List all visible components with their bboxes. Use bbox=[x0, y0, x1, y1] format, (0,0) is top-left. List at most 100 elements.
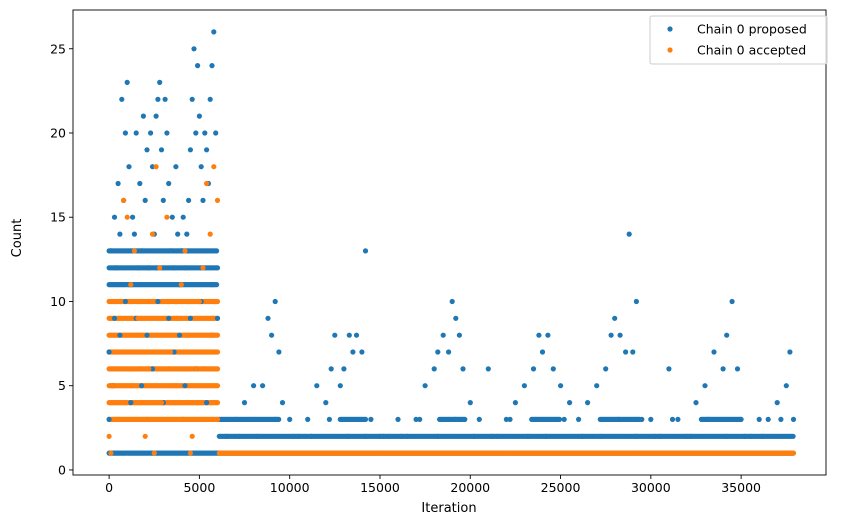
data-point-proposed bbox=[176, 332, 183, 338]
data-point-accepted bbox=[178, 282, 184, 288]
data-point-proposed bbox=[368, 416, 374, 422]
data-point-accepted bbox=[166, 366, 172, 372]
data-point-proposed bbox=[137, 180, 143, 187]
data-point-proposed bbox=[666, 366, 672, 372]
data-point-proposed bbox=[272, 416, 278, 422]
data-point-accepted bbox=[187, 450, 193, 456]
data-point-accepted bbox=[171, 400, 177, 406]
data-point-proposed bbox=[175, 231, 181, 237]
data-point-proposed bbox=[765, 416, 771, 422]
data-point-proposed bbox=[149, 164, 156, 170]
legend-marker-accepted bbox=[667, 47, 673, 53]
data-point-accepted bbox=[131, 248, 137, 254]
data-point-proposed bbox=[462, 416, 468, 422]
data-point-proposed bbox=[460, 366, 466, 372]
data-point-proposed bbox=[617, 332, 623, 338]
data-point-proposed bbox=[113, 265, 119, 271]
data-point-proposed bbox=[545, 332, 551, 338]
data-point-proposed bbox=[193, 130, 199, 136]
data-point-proposed bbox=[279, 400, 286, 406]
data-point-proposed bbox=[155, 96, 161, 102]
data-point-proposed bbox=[350, 349, 356, 355]
data-point-proposed bbox=[422, 383, 428, 389]
legend-label-proposed: Chain 0 proposed bbox=[697, 22, 807, 37]
data-point-proposed bbox=[209, 63, 215, 69]
data-point-proposed bbox=[139, 383, 145, 389]
data-point-proposed bbox=[126, 164, 132, 170]
data-point-proposed bbox=[153, 113, 159, 119]
legend: Chain 0 proposed Chain 0 accepted bbox=[649, 15, 828, 65]
data-point-accepted bbox=[157, 265, 163, 271]
data-point-accepted bbox=[160, 298, 166, 305]
data-point-proposed bbox=[182, 265, 188, 271]
data-point-accepted bbox=[128, 282, 134, 288]
data-point-proposed bbox=[612, 315, 618, 321]
data-point-proposed bbox=[431, 366, 437, 372]
data-point-accepted bbox=[196, 298, 202, 305]
data-point-proposed bbox=[133, 130, 139, 136]
data-point-proposed bbox=[328, 366, 334, 372]
data-point-proposed bbox=[702, 383, 708, 389]
data-point-proposed bbox=[213, 130, 219, 136]
data-point-accepted bbox=[214, 416, 221, 422]
data-point-proposed bbox=[169, 214, 175, 220]
data-point-proposed bbox=[377, 433, 383, 439]
data-point-proposed bbox=[633, 298, 640, 305]
data-point-accepted bbox=[214, 298, 221, 305]
data-point-proposed bbox=[326, 416, 332, 422]
data-point-proposed bbox=[467, 400, 473, 406]
data-point-accepted bbox=[117, 298, 123, 305]
data-point-accepted bbox=[214, 332, 221, 338]
y-tick-label: 20 bbox=[50, 125, 66, 140]
data-point-proposed bbox=[187, 315, 193, 321]
data-point-proposed bbox=[399, 433, 405, 439]
data-point-proposed bbox=[693, 400, 699, 406]
data-point-proposed bbox=[521, 383, 528, 389]
data-point-proposed bbox=[111, 315, 118, 321]
data-point-proposed bbox=[790, 433, 796, 439]
data-point-proposed bbox=[314, 383, 320, 389]
data-point-proposed bbox=[579, 433, 585, 439]
data-point-proposed bbox=[191, 46, 197, 52]
data-point-proposed bbox=[204, 147, 210, 153]
y-tick-label: 5 bbox=[58, 378, 66, 393]
data-point-accepted bbox=[137, 366, 143, 372]
data-point-proposed bbox=[449, 298, 455, 305]
data-point-accepted bbox=[110, 383, 116, 389]
plot-area bbox=[106, 29, 797, 456]
data-point-proposed bbox=[189, 96, 195, 102]
data-point-proposed bbox=[182, 383, 188, 389]
data-point-accepted bbox=[214, 366, 221, 372]
data-point-proposed bbox=[512, 400, 519, 406]
data-point-proposed bbox=[130, 214, 136, 220]
data-point-proposed bbox=[142, 197, 148, 203]
data-point-proposed bbox=[597, 433, 603, 439]
data-point-proposed bbox=[633, 433, 640, 439]
data-point-proposed bbox=[122, 298, 128, 305]
data-point-proposed bbox=[413, 416, 419, 422]
data-point-proposed bbox=[241, 400, 248, 406]
data-point-proposed bbox=[254, 433, 260, 439]
data-point-accepted bbox=[214, 400, 221, 406]
data-point-accepted bbox=[151, 450, 157, 456]
data-point-proposed bbox=[381, 433, 387, 439]
data-point-accepted bbox=[175, 315, 181, 321]
data-point-proposed bbox=[395, 416, 401, 422]
x-tick-label: 15000 bbox=[360, 480, 400, 495]
data-point-proposed bbox=[214, 265, 221, 271]
data-point-proposed bbox=[724, 332, 730, 338]
data-point-proposed bbox=[173, 164, 179, 170]
data-point-proposed bbox=[296, 433, 302, 439]
data-point-proposed bbox=[623, 349, 629, 355]
data-point-accepted bbox=[108, 450, 114, 456]
data-point-proposed bbox=[214, 282, 220, 288]
data-point-proposed bbox=[251, 383, 257, 389]
data-point-proposed bbox=[202, 130, 208, 136]
data-point-proposed bbox=[507, 416, 513, 422]
data-point-proposed bbox=[783, 383, 789, 389]
data-point-accepted bbox=[167, 349, 174, 355]
data-point-proposed bbox=[337, 383, 343, 389]
data-point-accepted bbox=[186, 332, 192, 338]
data-point-proposed bbox=[440, 332, 446, 338]
data-point-proposed bbox=[561, 416, 567, 422]
